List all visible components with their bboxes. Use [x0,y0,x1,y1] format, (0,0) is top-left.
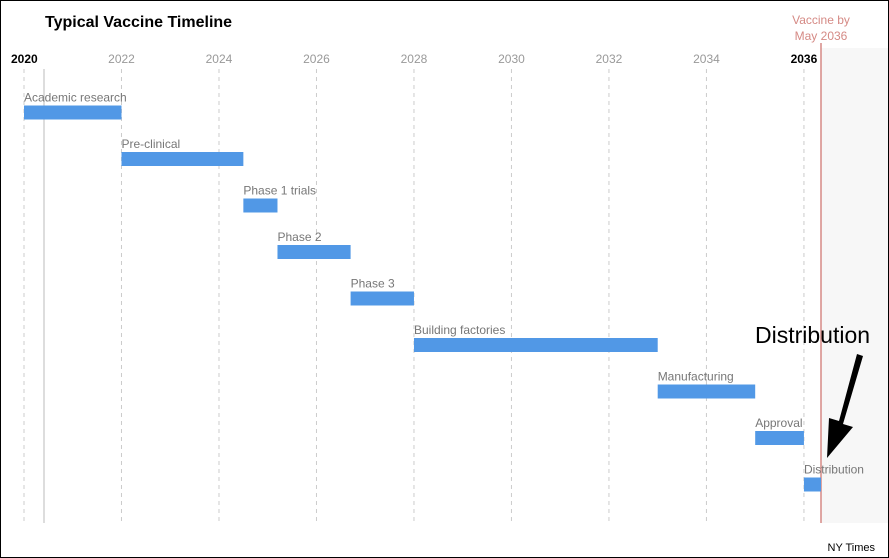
callout-arrow-icon [827,354,863,458]
task-label: Manufacturing [658,370,734,384]
task-label: Phase 3 [351,277,395,291]
task-bar [755,431,804,445]
task-label: Phase 2 [277,230,321,244]
task-bar [243,198,278,213]
x-tick-label: 2024 [206,52,233,66]
x-tick-label: 2022 [108,52,135,66]
task-label: Approval [755,416,802,430]
x-tick-label: 2034 [693,52,720,66]
task-bar [24,105,122,120]
task-bar [121,152,244,166]
grid-lines [23,69,805,523]
marker-label-line1: Vaccine by [792,13,850,27]
marker-label-line2: May 2036 [795,29,848,43]
task-bar [413,338,658,352]
distribution-callout: Distribution [755,322,870,348]
task-bars: Academic research Pre-clinical Phase 1 tri… [24,91,864,492]
task-label: Academic research [24,91,127,105]
task-label: Pre-clinical [121,137,180,151]
task-bar [350,291,414,306]
x-tick-label: 2036 [791,52,818,66]
x-tick-label: 2032 [596,52,623,66]
task-bar [657,384,756,399]
task-label: Distribution [804,463,864,477]
chart-title: Typical Vaccine Timeline [45,14,232,31]
x-tick-label: 2028 [401,52,428,66]
task-bar [277,245,351,259]
x-tick-label: 2030 [498,52,525,66]
source-credit: NY Times [828,542,876,554]
x-tick-label: 2026 [303,52,330,66]
task-label: Phase 1 trials [243,184,316,198]
task-bar [803,477,821,492]
x-axis-ticks: 2020 2022 2024 2026 2028 2030 2032 2034 2036 [11,52,818,66]
x-tick-label: 2020 [11,52,38,66]
task-label: Building factories [414,323,505,337]
